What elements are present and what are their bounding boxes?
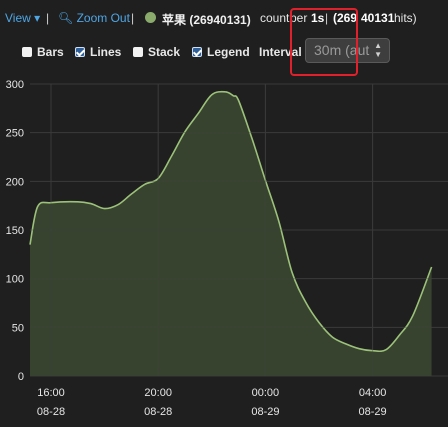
x-tick-time: 20:00 [144,387,172,399]
stack-option[interactable]: Stack [133,45,180,59]
hits-count-b: 40131 [361,11,395,25]
y-tick-label: 0 [18,371,24,383]
y-axis-ticks: 300 250 200 150 100 50 0 [6,79,24,383]
legend-option[interactable]: Legend [192,45,250,59]
y-tick-label: 300 [6,79,24,91]
series-line [29,90,433,353]
zoom-out-icon: 🔍︎ [58,11,74,25]
x-tick-time: 00:00 [252,387,280,399]
legend-label: Legend [207,45,250,59]
y-tick-label: 150 [6,225,24,237]
bars-checkbox[interactable] [22,47,32,57]
lines-label: Lines [90,45,122,59]
x-tick-time: 04:00 [359,387,387,399]
separator: | [131,11,135,25]
lines-checkbox[interactable] [75,47,85,57]
series-legend-text: 苹果 (26940131) [162,13,251,27]
x-tick-date: 08-28 [37,406,65,418]
bars-label: Bars [37,45,64,59]
stack-checkbox[interactable] [133,47,143,57]
view-dropdown[interactable]: View ▾ [5,11,41,25]
y-tick-label: 200 [6,176,24,188]
interval-label: Interval [259,45,302,59]
x-tick-time: 16:00 [37,387,65,399]
zoom-out-button[interactable]: 🔍︎ Zoom Out [58,11,130,25]
chart-grid [30,83,448,377]
select-arrows-icon: ▲ ▼ [374,41,382,59]
hits-chart: 300 250 200 150 100 50 0 16:00 08-28 20:00 08-28 00… [6,79,448,418]
x-tick-date: 08-29 [359,406,387,418]
count-interval: 1s [311,11,325,25]
y-tick-label: 250 [6,128,24,140]
separator: | [46,11,50,25]
legend-checkbox[interactable] [192,47,202,57]
x-axis-ticks: 16:00 08-28 20:00 08-28 00:00 08-29 04:00 08-29 [37,387,387,418]
count-per-label: per [290,11,308,25]
chart-area-series [29,90,433,377]
interval-select[interactable]: 30m (aut ▲ ▼ [305,38,390,63]
area-fill [30,91,432,377]
series-color-dot-icon [145,12,156,23]
y-tick-label: 50 [12,322,24,334]
chart-options-bar: Bars Lines Stack Legend Interval [0,36,448,70]
top-toolbar: View ▾ | 🔍︎ Zoom Out | 苹果 (26940131) cou… [0,0,448,36]
stack-label: Stack [148,45,181,59]
hits-count-a: (269 [333,11,358,25]
count-label: count [260,11,290,25]
separator: | [325,11,329,25]
lines-option[interactable]: Lines [75,45,121,59]
interval-select-value: 30m (aut [314,42,370,58]
zoom-out-label: Zoom Out [76,11,130,25]
x-tick-date: 08-29 [251,406,279,418]
hits-label: hits) [394,11,417,25]
y-tick-label: 100 [6,274,24,286]
bars-option[interactable]: Bars [22,45,64,59]
x-tick-date: 08-28 [144,406,172,418]
